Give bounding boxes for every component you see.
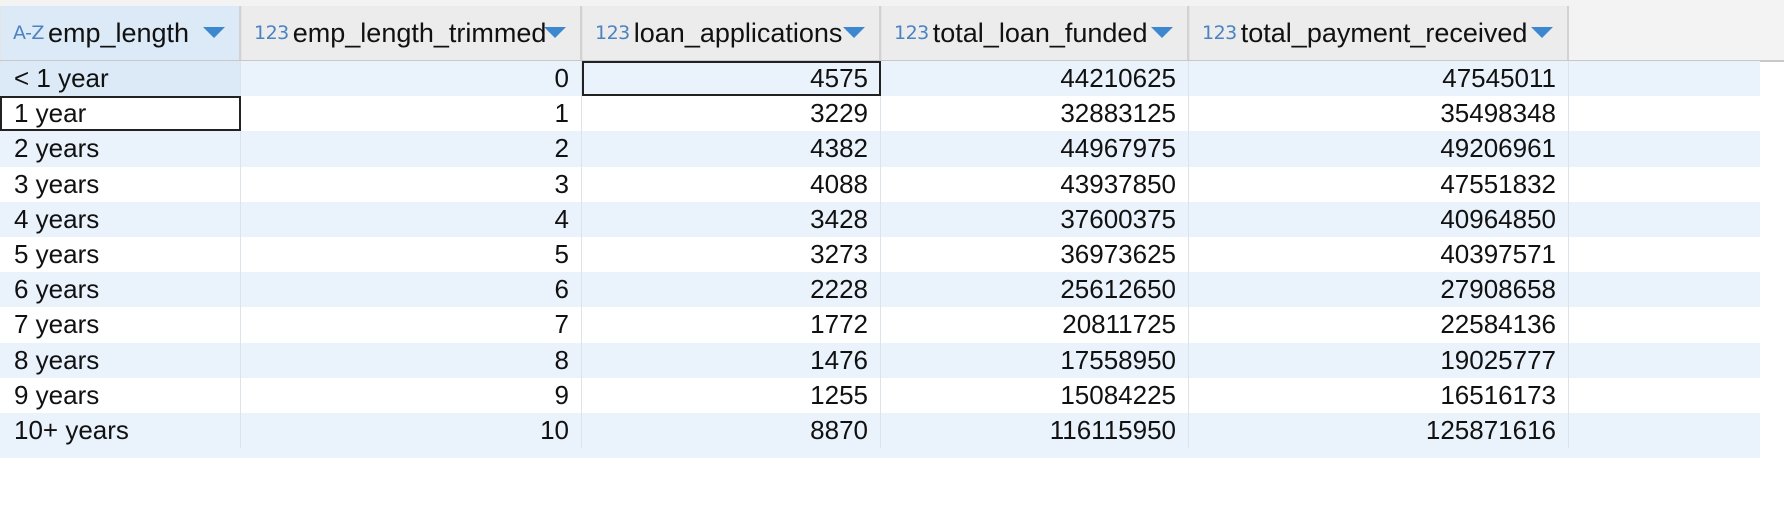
numeric-type-icon: 123	[595, 22, 630, 44]
table-cell-loan-applications[interactable]: 1772	[582, 307, 881, 343]
table-cell-emp-length-trimmed[interactable]: 4	[241, 201, 582, 237]
table-cell-total-payment-received[interactable]: 27908658	[1189, 272, 1569, 308]
table-cell-total-loan-funded[interactable]: 20811725	[881, 307, 1189, 343]
table-cell-loan-applications[interactable]: 4382	[582, 131, 881, 167]
table-cell-emp-length[interactable]: 2 years	[0, 131, 241, 167]
table-row[interactable]: 7 years 7 1772 20811725 22584136	[0, 307, 1760, 343]
table-cell-loan-applications[interactable]: 3229	[582, 96, 881, 132]
table-cell-emp-length-trimmed[interactable]: 3	[241, 166, 582, 202]
column-header-label: loan_applications	[633, 17, 843, 48]
table-cell-loan-applications[interactable]: 1476	[582, 342, 881, 378]
table-cell-emp-length[interactable]: < 1 year	[0, 61, 241, 97]
table-cell-emp-length[interactable]: 4 years	[0, 201, 241, 237]
numeric-type-icon: 123	[894, 22, 929, 44]
table-cell-loan-applications[interactable]: 8870	[582, 413, 881, 449]
table-cell-emp-length[interactable]: 5 years	[0, 237, 241, 273]
table-cell-total-loan-funded[interactable]: 43937850	[881, 166, 1189, 202]
empty-row-area	[0, 448, 1760, 459]
column-header-emp-length[interactable]: A-Z emp_length	[0, 6, 241, 60]
table-cell-emp-length[interactable]: 1 year	[0, 96, 241, 132]
table-cell-loan-applications[interactable]: 1255	[582, 377, 881, 413]
table-cell-total-payment-received[interactable]: 16516173	[1189, 377, 1569, 413]
table-row[interactable]: 1 year 1 3229 32883125 35498348	[0, 96, 1760, 132]
table-cell-loan-applications[interactable]: 4575	[582, 61, 881, 97]
table-cell-total-payment-received[interactable]: 22584136	[1189, 307, 1569, 343]
sort-filter-dropdown-icon[interactable]	[203, 27, 225, 38]
column-header-label: total_payment_received	[1240, 17, 1528, 48]
table-cell-loan-applications[interactable]: 4088	[582, 166, 881, 202]
table-row[interactable]: 10+ years 10 8870 116115950 125871616	[0, 413, 1760, 449]
column-header-total-payment-received[interactable]: 123 total_payment_received	[1189, 6, 1569, 60]
table-cell-emp-length-trimmed[interactable]: 8	[241, 342, 582, 378]
table-row[interactable]: 4 years 4 3428 37600375 40964850	[0, 201, 1760, 237]
numeric-type-icon: 123	[254, 22, 289, 44]
table-cell-total-loan-funded[interactable]: 32883125	[881, 96, 1189, 132]
column-header-label: emp_length	[47, 17, 190, 48]
table-cell-loan-applications[interactable]: 2228	[582, 272, 881, 308]
table-cell-total-loan-funded[interactable]: 36973625	[881, 237, 1189, 273]
table-cell-emp-length[interactable]: 7 years	[0, 307, 241, 343]
table-cell-emp-length[interactable]: 10+ years	[0, 413, 241, 449]
table-cell-total-payment-received[interactable]: 35498348	[1189, 96, 1569, 132]
table-cell-total-loan-funded[interactable]: 44210625	[881, 61, 1189, 97]
table-cell-emp-length-trimmed[interactable]: 7	[241, 307, 582, 343]
text-type-icon: A-Z	[13, 22, 44, 44]
table-cell-total-loan-funded[interactable]: 37600375	[881, 201, 1189, 237]
table-cell-emp-length-trimmed[interactable]: 0	[241, 61, 582, 97]
table-cell-total-loan-funded[interactable]: 25612650	[881, 272, 1189, 308]
table-cell-total-loan-funded[interactable]: 116115950	[881, 413, 1189, 449]
table-row[interactable]: 9 years 9 1255 15084225 16516173	[0, 377, 1760, 413]
table-cell-total-loan-funded[interactable]: 15084225	[881, 377, 1189, 413]
table-row[interactable]: 6 years 6 2228 25612650 27908658	[0, 272, 1760, 308]
table-cell-total-payment-received[interactable]: 40964850	[1189, 201, 1569, 237]
table-cell-loan-applications[interactable]: 3428	[582, 201, 881, 237]
numeric-type-icon: 123	[1202, 22, 1237, 44]
table-row[interactable]: 5 years 5 3273 36973625 40397571	[0, 237, 1760, 273]
table-cell-total-payment-received[interactable]: 47551832	[1189, 166, 1569, 202]
table-row[interactable]: 8 years 8 1476 17558950 19025777	[0, 342, 1760, 378]
table-cell-total-loan-funded[interactable]: 17558950	[881, 342, 1189, 378]
table-cell-emp-length-trimmed[interactable]: 6	[241, 272, 582, 308]
table-cell-emp-length[interactable]: 6 years	[0, 272, 241, 308]
table-row[interactable]: 3 years 3 4088 43937850 47551832	[0, 166, 1760, 202]
table-cell-emp-length-trimmed[interactable]: 1	[241, 96, 582, 132]
column-header-total-loan-funded[interactable]: 123 total_loan_funded	[881, 6, 1189, 60]
sort-filter-dropdown-icon[interactable]	[1151, 27, 1173, 38]
sort-filter-dropdown-icon[interactable]	[843, 27, 865, 38]
table-cell-emp-length[interactable]: 8 years	[0, 342, 241, 378]
table-cell-total-payment-received[interactable]: 40397571	[1189, 237, 1569, 273]
column-header-label: total_loan_funded	[932, 17, 1148, 48]
table-cell-total-payment-received[interactable]: 19025777	[1189, 342, 1569, 378]
table-cell-total-payment-received[interactable]: 125871616	[1189, 413, 1569, 449]
column-header-loan-applications[interactable]: 123 loan_applications	[582, 6, 881, 60]
column-header-label: emp_length_trimmed	[292, 17, 547, 48]
table-row[interactable]: < 1 year 0 4575 44210625 47545011	[0, 61, 1760, 97]
table-cell-emp-length[interactable]: 3 years	[0, 166, 241, 202]
sort-filter-dropdown-icon[interactable]	[1531, 27, 1553, 38]
table-cell-emp-length-trimmed[interactable]: 2	[241, 131, 582, 167]
table-cell-emp-length-trimmed[interactable]: 10	[241, 413, 582, 449]
table-row[interactable]: 2 years 2 4382 44967975 49206961	[0, 131, 1760, 167]
table-cell-loan-applications[interactable]: 3273	[582, 237, 881, 273]
table-cell-total-payment-received[interactable]: 47545011	[1189, 61, 1569, 97]
table-cell-emp-length[interactable]: 9 years	[0, 377, 241, 413]
sort-filter-dropdown-icon[interactable]	[544, 27, 566, 38]
table-cell-emp-length-trimmed[interactable]: 9	[241, 377, 582, 413]
column-header-emp-length-trimmed[interactable]: 123 emp_length_trimmed	[241, 6, 582, 60]
table-cell-total-loan-funded[interactable]: 44967975	[881, 131, 1189, 167]
right-gutter	[1760, 62, 1784, 510]
table-cell-total-payment-received[interactable]: 49206961	[1189, 131, 1569, 167]
table-cell-emp-length-trimmed[interactable]: 5	[241, 237, 582, 273]
column-header-row: A-Z emp_length 123 emp_length_trimmed 123 loa…	[0, 0, 1784, 61]
